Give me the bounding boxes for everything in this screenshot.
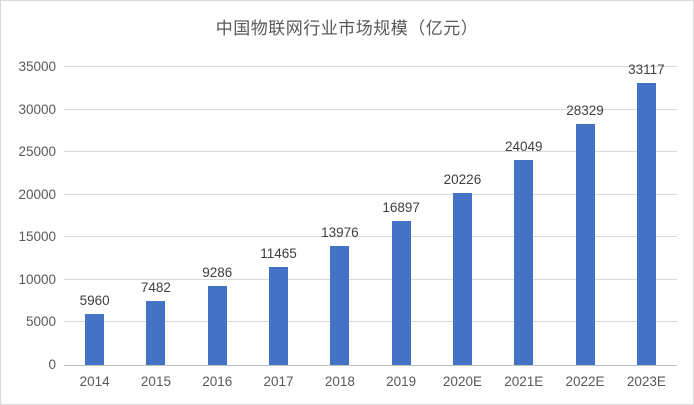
y-tick-label: 15000 xyxy=(18,229,56,245)
gridline xyxy=(64,151,677,153)
y-tick-label: 0 xyxy=(48,357,56,372)
bar-2016 xyxy=(207,285,227,365)
bar-value-label: 24049 xyxy=(504,139,543,155)
x-tick-label: 2017 xyxy=(263,374,294,389)
bar-value-label: 20226 xyxy=(443,171,482,187)
bar-value-label: 13976 xyxy=(321,225,359,240)
bar-value-label: 11465 xyxy=(260,246,297,262)
y-tick-label: 35000 xyxy=(18,59,56,74)
chart-title: 中国物联网行业市场规模（亿元） xyxy=(215,19,479,38)
bar-2018 xyxy=(330,246,350,365)
y-tick-label: 5000 xyxy=(25,314,56,330)
x-tick-label: 2021E xyxy=(504,374,544,389)
bar-value-label: 7482 xyxy=(140,280,171,296)
bar-2022E xyxy=(575,123,595,365)
bar-2017 xyxy=(269,267,289,365)
bar-2020E xyxy=(452,192,472,365)
plot-area xyxy=(64,66,677,366)
bar-value-label: 16897 xyxy=(382,200,420,216)
x-tick-label: 2019 xyxy=(386,374,417,389)
bar-value-label: 9286 xyxy=(202,264,233,280)
x-tick-label: 2023E xyxy=(626,374,666,389)
y-tick-label: 10000 xyxy=(18,271,56,287)
x-tick-label: 2022E xyxy=(565,374,605,389)
y-tick-label: 20000 xyxy=(18,186,56,202)
gridline xyxy=(64,321,677,323)
bar-value-label: 5960 xyxy=(79,293,110,309)
x-tick-label: 2020E xyxy=(442,374,482,389)
bar-value-label: 33117 xyxy=(628,62,665,78)
y-tick-label: 25000 xyxy=(18,144,56,160)
x-tick-label: 2014 xyxy=(79,374,110,389)
x-axis-line xyxy=(64,365,677,366)
y-tick-label: 30000 xyxy=(18,101,56,117)
x-tick-label: 2018 xyxy=(324,374,355,389)
gridline xyxy=(64,278,677,280)
bar-value-label: 28329 xyxy=(566,102,604,118)
gridline xyxy=(64,236,677,238)
gridline xyxy=(64,108,677,110)
bar-2019 xyxy=(391,221,411,365)
bar-2014 xyxy=(85,314,105,365)
gridline xyxy=(64,66,677,67)
bar-2021E xyxy=(514,160,534,365)
x-tick-label: 2016 xyxy=(202,374,233,389)
gridline xyxy=(64,193,677,195)
bar-2023E xyxy=(636,83,656,365)
x-tick-label: 2015 xyxy=(140,374,171,389)
bar-2015 xyxy=(146,301,166,365)
